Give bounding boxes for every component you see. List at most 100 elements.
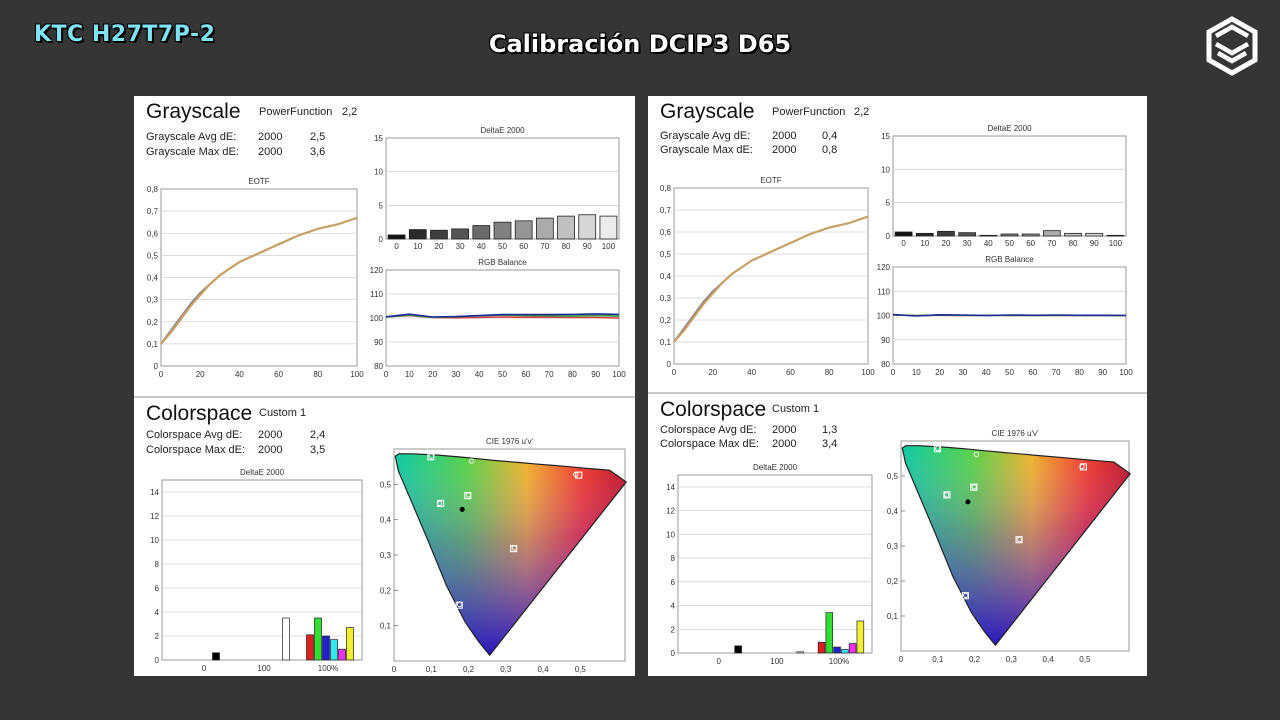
- x-tick-label: 10: [413, 242, 422, 251]
- y-tick-label: 110: [877, 287, 890, 296]
- colorspace-delta-bar: [212, 652, 220, 661]
- y-tick-label: 10: [374, 168, 383, 177]
- y-tick-label: 0,5: [147, 251, 159, 260]
- colorspace-max-standard: 2000: [258, 444, 283, 456]
- y-tick-label: 0,1: [147, 340, 159, 349]
- x-tick-label: 0: [159, 370, 164, 379]
- x-tick-label: 90: [1090, 239, 1099, 248]
- colorspace-delta-bar: [338, 648, 346, 661]
- x-tick-label: 0,2: [969, 655, 981, 664]
- grayscale-avg-value: 0,4: [822, 130, 838, 142]
- y-tick-label: 2: [671, 625, 676, 634]
- grayscale-avg-label: Grayscale Avg dE:: [660, 130, 751, 142]
- y-tick-label: 0,1: [660, 338, 672, 347]
- y-tick-label: 8: [155, 560, 160, 569]
- x-tick-label: 40: [747, 368, 756, 377]
- x-tick-label: 30: [958, 368, 967, 377]
- grayscale-title: Grayscale: [146, 100, 241, 123]
- measured-marker: [943, 492, 950, 498]
- x-tick-label: 0: [672, 368, 677, 377]
- colorspace-avg-standard: 2000: [772, 424, 797, 436]
- colorspace-delta-bar: [848, 643, 857, 654]
- x-tick-label: 90: [1098, 368, 1107, 377]
- colorspace-max-standard: 2000: [772, 438, 797, 450]
- x-tick-label: 10: [920, 239, 929, 248]
- y-tick-label: 12: [666, 507, 675, 516]
- colorspace-max-value: 3,4: [822, 438, 838, 450]
- measured-marker: [973, 451, 980, 457]
- y-tick-label: 0,4: [887, 507, 899, 516]
- x-tick-label: 20: [708, 368, 717, 377]
- plot-frame: [161, 479, 363, 661]
- y-tick-label: 0,1: [380, 622, 392, 631]
- y-tick-label: 4: [155, 608, 160, 617]
- measured-marker: [935, 445, 941, 451]
- x-tick-label: 60: [786, 368, 795, 377]
- x-tick-label: 0: [717, 657, 722, 666]
- x-tick-label: 100%: [829, 657, 849, 666]
- colorspace-max-label: Colorspace Max dE:: [660, 438, 760, 450]
- measured-marker: [456, 601, 463, 608]
- x-tick-label: 70: [1047, 239, 1056, 248]
- chart-title: DeltaE 2000: [753, 463, 798, 472]
- delta-bar: [958, 232, 977, 237]
- measured-marker: [436, 500, 443, 507]
- x-tick-label: 90: [591, 370, 600, 379]
- y-tick-label: 90: [374, 338, 383, 347]
- delta-bar: [1000, 233, 1019, 237]
- y-tick-label: 0,5: [380, 480, 392, 489]
- target-marker: [575, 471, 583, 479]
- grayscale-max-standard: 2000: [772, 144, 797, 156]
- colorspace-delta-bar: [322, 635, 330, 661]
- x-tick-label: 50: [498, 242, 507, 251]
- x-tick-label: 30: [456, 242, 465, 251]
- chart-title: EOTF: [760, 176, 781, 185]
- colorspace-avg-standard: 2000: [258, 429, 283, 441]
- y-tick-label: 0,3: [147, 296, 159, 305]
- y-tick-label: 0,2: [660, 316, 672, 325]
- x-tick-label: 0: [394, 242, 399, 251]
- y-tick-label: 90: [881, 336, 890, 345]
- x-tick-label: 20: [428, 370, 437, 379]
- delta-bar: [451, 228, 470, 240]
- x-tick-label: 10: [912, 368, 921, 377]
- x-tick-label: 80: [1075, 368, 1084, 377]
- x-tick-label: 0,4: [537, 665, 549, 674]
- colorspace-delta-bar: [734, 645, 742, 654]
- y-tick-label: 14: [150, 488, 159, 497]
- brand-label: KTC H27T7P-2: [34, 22, 216, 47]
- x-tick-label: 60: [1026, 239, 1035, 248]
- x-tick-label: 80: [562, 242, 571, 251]
- colorspace-title: Colorspace: [146, 402, 253, 425]
- colorspace-delta-bar: [833, 646, 841, 654]
- y-tick-label: 0,8: [660, 184, 672, 193]
- x-tick-label: 0,3: [500, 665, 512, 674]
- x-tick-label: 50: [498, 370, 507, 379]
- eotf-series-line: [160, 216, 358, 345]
- x-tick-label: 100: [1119, 368, 1133, 377]
- colorspace-avg-value: 2,4: [310, 429, 326, 441]
- chart-title: EOTF: [248, 177, 269, 186]
- delta-bar: [535, 217, 554, 240]
- measured-marker: [428, 453, 434, 459]
- delta-bar: [599, 215, 618, 240]
- x-tick-label: 90: [583, 242, 592, 251]
- y-tick-label: 0,3: [660, 294, 672, 303]
- y-tick-label: 110: [370, 290, 383, 299]
- measured-marker: [963, 592, 969, 598]
- spectral-locus: [901, 445, 1132, 647]
- x-tick-label: 100: [1109, 239, 1123, 248]
- y-tick-label: 0,3: [380, 551, 392, 560]
- y-tick-label: 0,7: [147, 207, 159, 216]
- y-tick-label: 0,6: [660, 228, 672, 237]
- x-tick-label: 80: [1069, 239, 1078, 248]
- x-tick-label: 10: [405, 370, 414, 379]
- delta-bar: [1042, 230, 1061, 237]
- x-tick-label: 0,1: [426, 665, 438, 674]
- delta-bar: [1106, 234, 1125, 237]
- x-tick-label: 20: [196, 370, 205, 379]
- x-tick-label: 100: [770, 657, 784, 666]
- target-marker: [1079, 463, 1087, 471]
- x-tick-label: 0: [901, 239, 906, 248]
